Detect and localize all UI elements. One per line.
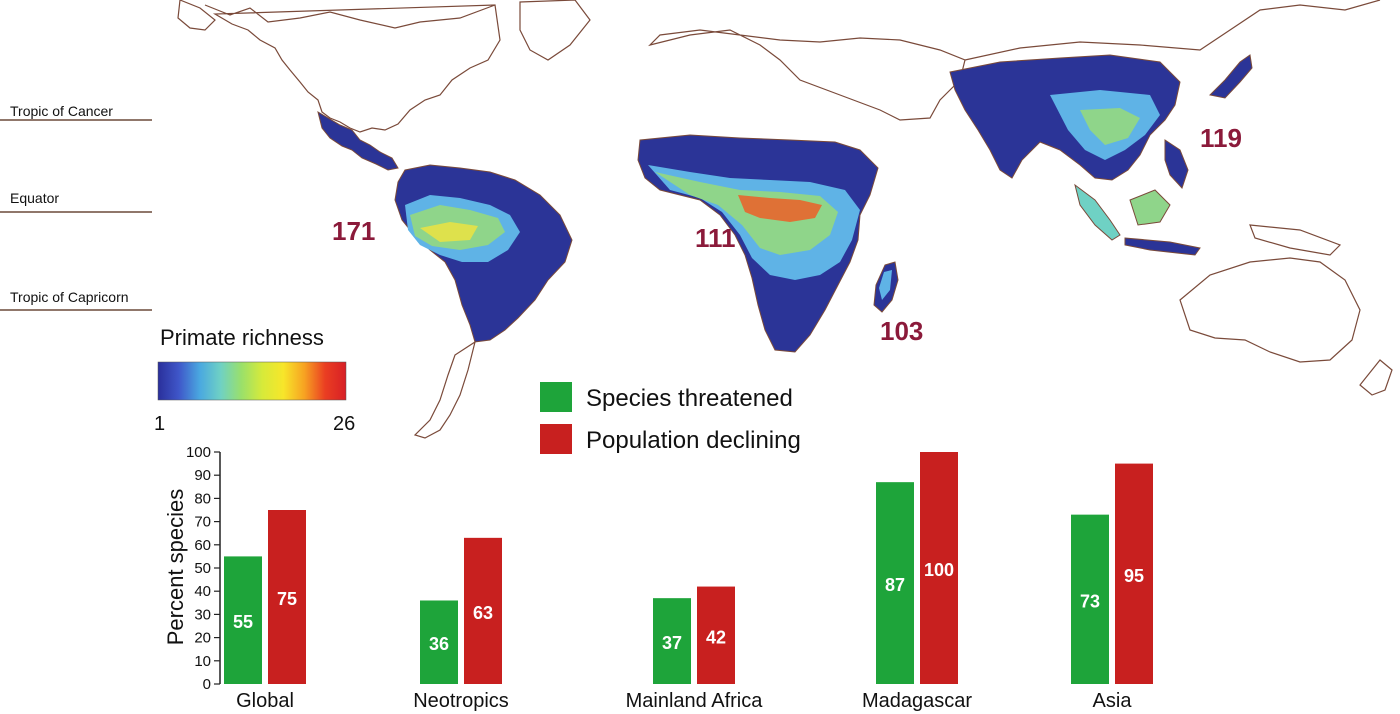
y-tick-label: 60: [194, 537, 211, 554]
richness-scale-min: 1: [154, 413, 165, 435]
y-tick-label: 100: [186, 444, 211, 461]
y-tick-label: 40: [194, 583, 211, 600]
new-guinea-outline: [1249, 224, 1342, 256]
count-mainland-africa: 111: [695, 223, 736, 253]
x-category-label: Neotropics: [413, 690, 509, 712]
bar-chart: Species threatened Population declining …: [163, 382, 1153, 712]
tropic-of-capricorn-label: Tropic of Capricorn: [10, 289, 129, 305]
bar-population-declining-4: [1115, 463, 1153, 684]
richness-scale: Primate richness 1 26: [154, 325, 355, 435]
africa-green: [655, 172, 838, 255]
bar-species-threatened-3: [876, 482, 914, 684]
bar-value-label: 55: [233, 612, 253, 632]
alaska-outline: [177, 0, 216, 31]
philippines: [1164, 139, 1189, 189]
count-neotropics: 171: [332, 216, 375, 246]
africa-hot: [738, 195, 822, 222]
count-madagascar: 103: [880, 316, 923, 346]
japan: [1208, 54, 1253, 99]
legend-label-population-declining: Population declining: [586, 427, 801, 454]
bar-species-threatened-0: [224, 556, 262, 684]
x-category-label: Madagascar: [862, 690, 972, 712]
bar-value-label: 42: [706, 627, 726, 647]
south-america-tail: [413, 340, 476, 439]
bar-population-declining-3: [920, 452, 958, 684]
bar-value-label: 36: [429, 634, 449, 654]
bars: 55 75 36 63 37 42 87 100 73 95: [224, 452, 1153, 684]
legend-swatch-population-declining: [540, 424, 572, 454]
count-asia: 119: [1200, 123, 1242, 153]
richness-scale-max: 26: [333, 413, 355, 435]
equator-label: Equator: [10, 190, 59, 206]
chart-legend: Species threatened Population declining: [540, 382, 801, 454]
y-tick-label: 70: [194, 514, 211, 531]
bar-value-label: 63: [473, 603, 493, 623]
bar-value-label: 75: [277, 589, 297, 609]
y-axis-label: Percent species: [163, 489, 188, 646]
y-tick-label: 50: [194, 560, 211, 577]
x-category-label: Global: [236, 690, 294, 712]
sumatra: [1074, 183, 1121, 241]
legend-swatch-species-threatened: [540, 382, 572, 412]
europe-outline: [648, 29, 966, 121]
asia-outline: [964, 0, 1381, 61]
bar-species-threatened-1: [420, 600, 458, 684]
bar-value-label: 73: [1080, 591, 1100, 611]
y-tick-label: 30: [194, 606, 211, 623]
richness-scale-bar: [157, 361, 347, 401]
world-map: Tropic of Cancer Equator Tropic of Capri…: [0, 0, 1393, 439]
greenland-outline: [519, 0, 591, 61]
bar-species-threatened-4: [1071, 514, 1109, 684]
asia-green: [1080, 108, 1140, 145]
bar-value-label: 37: [662, 633, 682, 653]
australia-outline: [1179, 257, 1361, 363]
latitude-lines: Tropic of Cancer Equator Tropic of Capri…: [0, 103, 152, 311]
tropic-of-cancer-label: Tropic of Cancer: [10, 103, 113, 119]
y-tick-label: 10: [194, 653, 211, 670]
bar-population-declining-2: [697, 586, 735, 684]
y-axis-ticks: 0 10 20 30 40 50 60 70 80 90 100: [186, 444, 220, 693]
south-america-peak: [420, 222, 478, 242]
borneo: [1129, 189, 1171, 226]
y-tick-label: 0: [203, 676, 211, 693]
bar-value-label: 95: [1124, 566, 1144, 586]
y-tick-label: 80: [194, 490, 211, 507]
bar-population-declining-0: [268, 510, 306, 684]
richness-scale-title: Primate richness: [160, 325, 324, 350]
region-counts: 171 111 103 119: [332, 123, 1242, 346]
bar-species-threatened-2: [653, 598, 691, 684]
bar-value-label: 100: [924, 560, 954, 580]
y-tick-label: 20: [194, 630, 211, 647]
legend-label-species-threatened: Species threatened: [586, 385, 793, 412]
x-category-label: Mainland Africa: [626, 690, 764, 712]
madagascar-core: [879, 270, 892, 300]
new-zealand-outline: [1359, 359, 1393, 396]
central-america: [317, 110, 399, 171]
bar-value-label: 87: [885, 575, 905, 595]
north-america-outline: [204, 4, 501, 133]
x-category-label: Asia: [1093, 690, 1133, 712]
x-axis-labels: Global Neotropics Mainland Africa Madagasca…: [236, 690, 1132, 712]
java: [1124, 237, 1201, 256]
bar-population-declining-1: [464, 537, 502, 684]
y-tick-label: 90: [194, 467, 211, 484]
